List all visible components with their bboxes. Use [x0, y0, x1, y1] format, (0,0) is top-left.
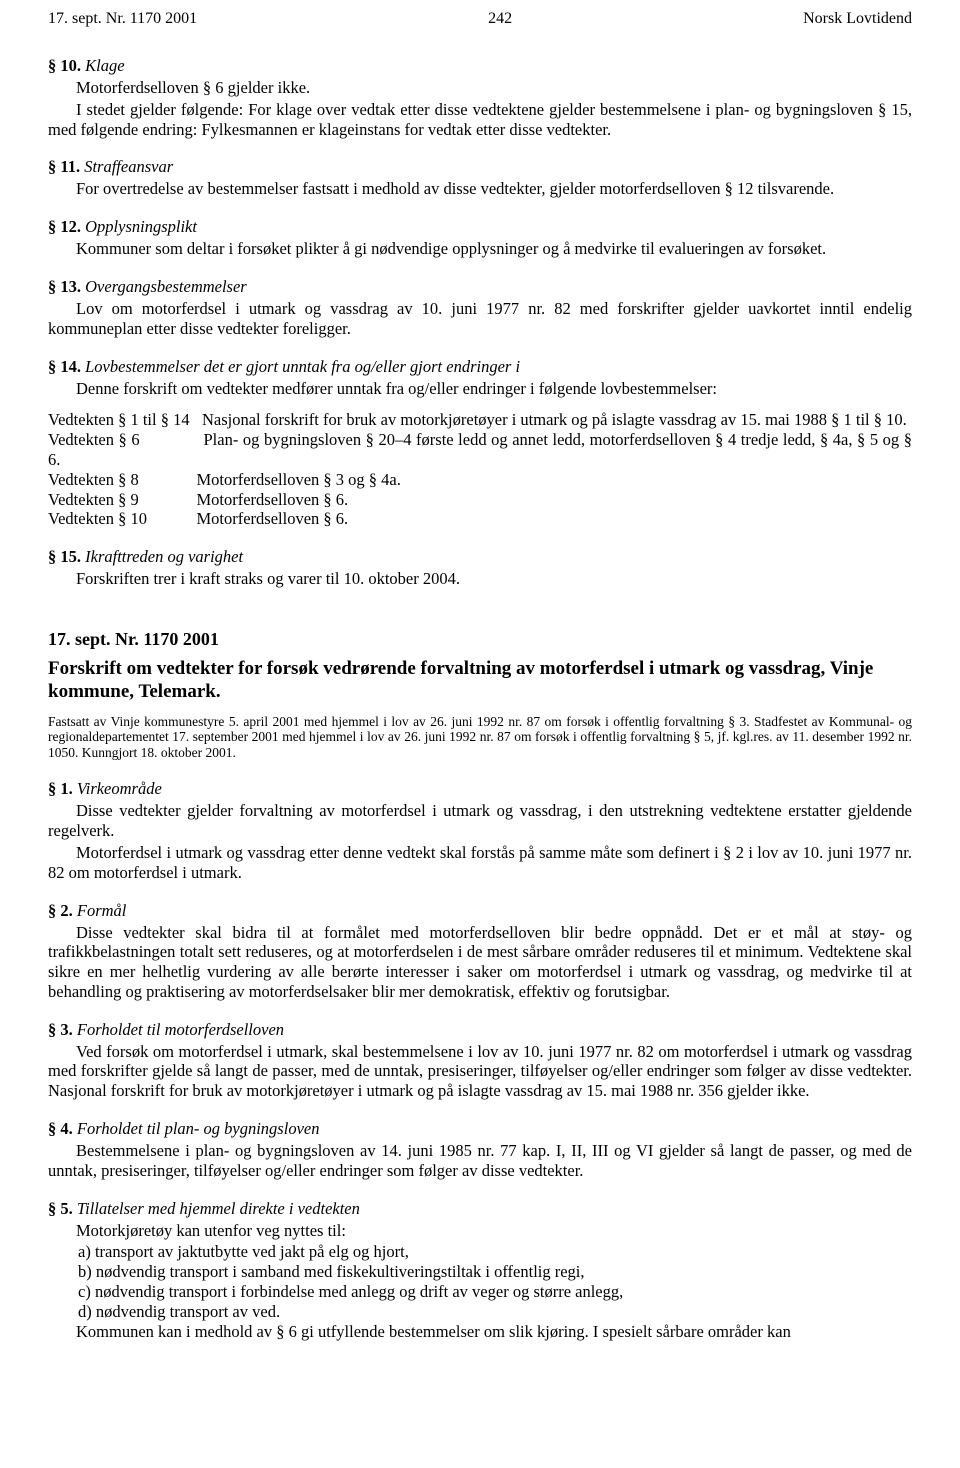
- regulation-title: Forskrift om vedtekter for forsøk vedrør…: [48, 658, 912, 704]
- section-4-num: § 4.: [48, 1119, 73, 1138]
- reference-block: Vedtekten § 1 til § 14 Nasjonal forskrif…: [48, 410, 912, 529]
- section-12-heading: § 12. Opplysningsplikt: [48, 217, 912, 237]
- section-5-item-b: b) nødvendig transport i samband med fis…: [48, 1262, 912, 1282]
- section-4-heading: § 4. Forholdet til plan- og bygningslove…: [48, 1119, 912, 1139]
- section-4-title: Forholdet til plan- og bygningsloven: [77, 1119, 320, 1138]
- regulation-meta-smallprint: Fastsatt av Vinje kommunestyre 5. april …: [48, 714, 912, 762]
- section-14-title: Lovbestemmelser det er gjort unntak fra …: [85, 357, 520, 376]
- section-15-num: § 15.: [48, 547, 81, 566]
- section-13-heading: § 13. Overgangsbestemmelser: [48, 277, 912, 297]
- section-14-heading: § 14. Lovbestemmelser det er gjort unnta…: [48, 357, 912, 377]
- section-12-title: Opplysningsplikt: [85, 217, 197, 236]
- section-11-title: Straffeansvar: [84, 157, 173, 176]
- section-1-num: § 1.: [48, 779, 73, 798]
- header-right: Norsk Lovtidend: [803, 10, 912, 28]
- ref-1: Vedtekten § 1 til § 14 Nasjonal forskrif…: [48, 410, 912, 430]
- ref-4: Vedtekten § 9 Motorferdselloven § 6.: [48, 490, 912, 510]
- header-page-number: 242: [488, 10, 512, 28]
- section-1-p2: Motorferdsel i utmark og vassdrag etter …: [48, 843, 912, 883]
- section-2-heading: § 2. Formål: [48, 901, 912, 921]
- ref-5: Vedtekten § 10 Motorferdselloven § 6.: [48, 509, 912, 529]
- section-10-p1: Motorferdselloven § 6 gjelder ikke.: [48, 78, 912, 98]
- section-15-title: Ikrafttreden og varighet: [85, 547, 243, 566]
- section-5-p1: Motorkjøretøy kan utenfor veg nyttes til…: [48, 1221, 912, 1241]
- section-4-p1: Bestemmelsene i plan- og bygningsloven a…: [48, 1141, 912, 1181]
- document-page: 17. sept. Nr. 1170 2001 242 Norsk Lovtid…: [0, 0, 960, 1468]
- ref-2: Vedtekten § 6 Plan- og bygningsloven § 2…: [48, 430, 912, 470]
- regulation-date-heading: 17. sept. Nr. 1170 2001: [48, 629, 912, 650]
- section-2-num: § 2.: [48, 901, 73, 920]
- section-5-item-d: d) nødvendig transport av ved.: [48, 1302, 912, 1322]
- section-11-num: § 11.: [48, 157, 80, 176]
- section-3-title: Forholdet til motorferdselloven: [77, 1020, 284, 1039]
- section-10-heading: § 10. Klage: [48, 56, 912, 76]
- section-3-heading: § 3. Forholdet til motorferdselloven: [48, 1020, 912, 1040]
- section-14-num: § 14.: [48, 357, 81, 376]
- section-12-p1: Kommuner som deltar i forsøket plikter å…: [48, 239, 912, 259]
- section-2-p1: Disse vedtekter skal bidra til at formål…: [48, 923, 912, 1002]
- section-13-p1: Lov om motorferdsel i utmark og vassdrag…: [48, 299, 912, 339]
- page-header: 17. sept. Nr. 1170 2001 242 Norsk Lovtid…: [48, 10, 912, 28]
- section-15-heading: § 15. Ikrafttreden og varighet: [48, 547, 912, 567]
- section-10-num: § 10.: [48, 56, 81, 75]
- section-5-item-c: c) nødvendig transport i forbindelse med…: [48, 1282, 912, 1302]
- section-5-p2: Kommunen kan i medhold av § 6 gi utfylle…: [48, 1322, 912, 1342]
- section-1-title: Virkeområde: [77, 779, 162, 798]
- header-left: 17. sept. Nr. 1170 2001: [48, 10, 197, 28]
- section-14-p1: Denne forskrift om vedtekter medfører un…: [48, 379, 912, 399]
- section-10-title: Klage: [85, 56, 124, 75]
- section-11-heading: § 11. Straffeansvar: [48, 157, 912, 177]
- section-12-num: § 12.: [48, 217, 81, 236]
- section-1-p1: Disse vedtekter gjelder forvaltning av m…: [48, 801, 912, 841]
- section-15-p1: Forskriften trer i kraft straks og varer…: [48, 569, 912, 589]
- section-13-num: § 13.: [48, 277, 81, 296]
- section-11-p1: For overtredelse av bestemmelser fastsat…: [48, 179, 912, 199]
- section-3-num: § 3.: [48, 1020, 73, 1039]
- section-10-p2: I stedet gjelder følgende: For klage ove…: [48, 100, 912, 140]
- section-3-p1: Ved forsøk om motorferdsel i utmark, ska…: [48, 1042, 912, 1101]
- section-5-item-a: a) transport av jaktutbytte ved jakt på …: [48, 1242, 912, 1262]
- section-13-title: Overgangsbestemmelser: [85, 277, 247, 296]
- section-1-heading: § 1. Virkeområde: [48, 779, 912, 799]
- ref-3: Vedtekten § 8 Motorferdselloven § 3 og §…: [48, 470, 912, 490]
- section-5-title: Tillatelser med hjemmel direkte i vedtek…: [77, 1199, 360, 1218]
- section-5-num: § 5.: [48, 1199, 73, 1218]
- section-2-title: Formål: [77, 901, 127, 920]
- section-5-heading: § 5. Tillatelser med hjemmel direkte i v…: [48, 1199, 912, 1219]
